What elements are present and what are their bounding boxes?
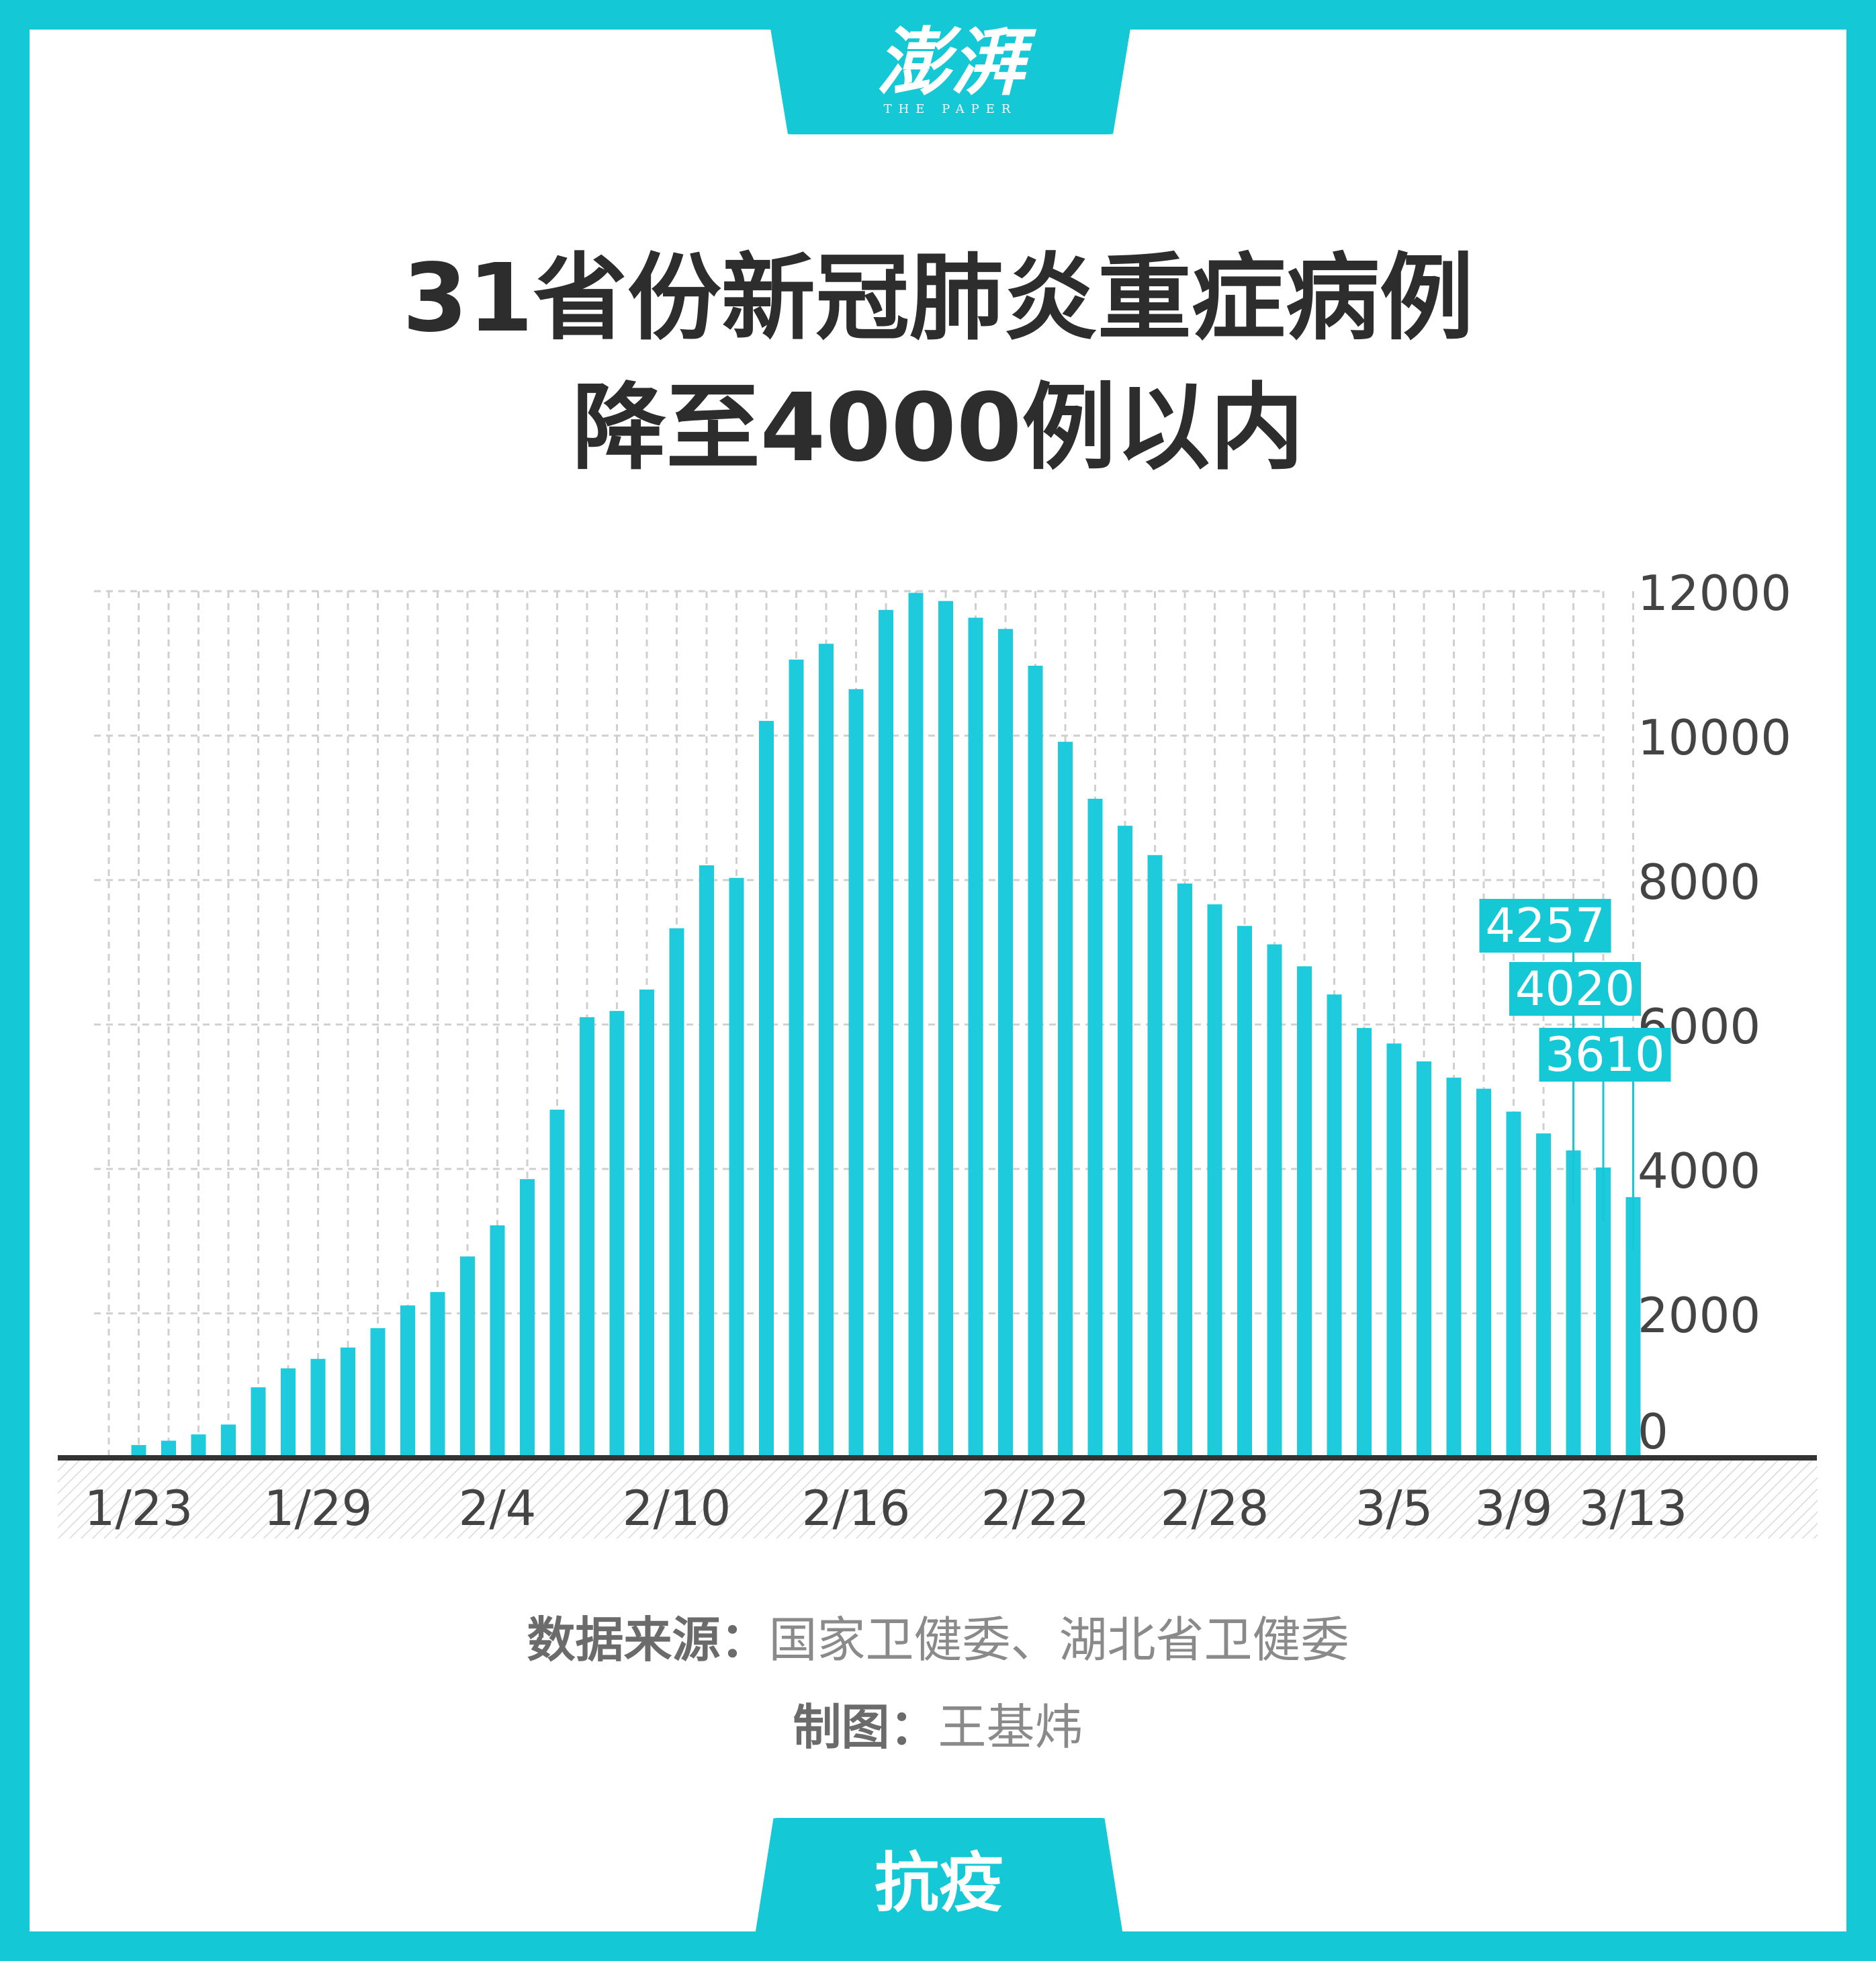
bar — [998, 629, 1013, 1458]
bar — [908, 593, 924, 1458]
bar — [1177, 883, 1192, 1458]
bar — [639, 989, 654, 1458]
y-tick-label: 2000 — [1638, 1287, 1760, 1344]
y-tick-label: 4000 — [1638, 1143, 1760, 1199]
bar — [310, 1358, 326, 1458]
bar — [1147, 855, 1163, 1458]
bar — [789, 659, 804, 1458]
bar — [1596, 1167, 1611, 1458]
annotation-box — [1479, 899, 1611, 953]
x-tick-label: 1/29 — [264, 1480, 373, 1536]
y-tick-label: 10000 — [1638, 709, 1791, 766]
bar — [161, 1440, 176, 1458]
bar — [1028, 665, 1043, 1458]
bar — [1297, 966, 1312, 1458]
bottom-tab-label: 抗疫 — [875, 1845, 1003, 1921]
bar — [430, 1292, 445, 1458]
chart-title-line-2: 降至4000例以内 — [572, 374, 1304, 483]
bar — [1327, 994, 1342, 1458]
annotation-layer: 4257 4020 3610 — [1479, 898, 1671, 1251]
bar — [221, 1424, 236, 1458]
bar — [1087, 798, 1103, 1458]
y-tick-label: 8000 — [1638, 854, 1760, 910]
bar — [759, 721, 774, 1458]
x-tick-label: 2/28 — [1161, 1480, 1269, 1536]
bar — [1476, 1088, 1491, 1458]
x-tick-label: 2/10 — [623, 1480, 731, 1536]
chart-title-line-1: 31省份新冠肺炎重症病例 — [402, 244, 1474, 353]
bar — [1267, 944, 1282, 1458]
x-tick-label: 2/16 — [802, 1480, 911, 1536]
source-value: 国家卫健委、湖北省卫健委 — [768, 1612, 1349, 1668]
bar — [549, 1109, 565, 1458]
bar — [1566, 1150, 1581, 1458]
maker-value: 王基炜 — [938, 1699, 1083, 1755]
bar — [1386, 1043, 1402, 1458]
x-tick-label: 3/5 — [1355, 1480, 1433, 1536]
bar — [1118, 826, 1132, 1458]
bar — [191, 1434, 206, 1458]
source-label: 数据来源： — [527, 1612, 769, 1668]
bottom-tab — [751, 1818, 1127, 1961]
bar — [819, 644, 834, 1458]
x-tick-label: 1/23 — [85, 1480, 193, 1536]
annotation-box — [1509, 962, 1641, 1016]
bar — [281, 1368, 296, 1458]
bar — [490, 1225, 505, 1458]
bar — [938, 601, 953, 1458]
x-tick-label: 3/13 — [1579, 1480, 1688, 1536]
bar — [460, 1256, 475, 1458]
annotation-label: 3610 — [1545, 1027, 1664, 1082]
logo-text: 澎湃 — [877, 19, 1024, 105]
data-source: 数据来源：国家卫健委、湖北省卫健委 — [0, 1616, 1876, 1664]
annotation-box — [1539, 1028, 1671, 1082]
bar — [669, 928, 684, 1458]
bar — [699, 865, 714, 1458]
bar — [1237, 926, 1252, 1458]
bar — [1357, 1028, 1372, 1458]
x-tick-label: 2/4 — [459, 1480, 537, 1536]
bar — [341, 1347, 355, 1458]
bar — [251, 1387, 266, 1458]
y-tick-label: 12000 — [1638, 565, 1791, 621]
bars-layer — [131, 593, 1641, 1458]
bar — [1058, 742, 1073, 1458]
grid-layer — [94, 590, 1634, 1458]
bar — [1207, 904, 1222, 1458]
x-tick-label: 2/22 — [981, 1480, 1090, 1536]
chart-maker: 制图：王基炜 — [0, 1703, 1876, 1751]
bar — [848, 689, 864, 1458]
x-tick-label: 3/9 — [1475, 1480, 1553, 1536]
bar — [1446, 1078, 1462, 1458]
annotation-label: 4257 — [1485, 898, 1605, 953]
bar — [729, 877, 744, 1458]
bar — [400, 1305, 415, 1458]
bar — [879, 609, 893, 1458]
maker-label: 制图： — [793, 1699, 938, 1755]
bar — [1417, 1061, 1431, 1458]
logo-subtitle: THE PAPER — [883, 102, 1018, 116]
bar — [1625, 1196, 1641, 1458]
bar — [968, 617, 983, 1458]
bar — [370, 1328, 386, 1458]
bar — [609, 1010, 625, 1458]
bar — [580, 1017, 594, 1458]
y-tick-label: 0 — [1638, 1403, 1668, 1460]
annotation-label: 4020 — [1515, 961, 1635, 1016]
bar — [1506, 1111, 1521, 1458]
bar — [1536, 1133, 1551, 1458]
bar — [520, 1179, 535, 1458]
top-logo-tab — [766, 0, 1135, 134]
bar — [131, 1444, 146, 1458]
axis-hatch-strip — [58, 1458, 1818, 1538]
